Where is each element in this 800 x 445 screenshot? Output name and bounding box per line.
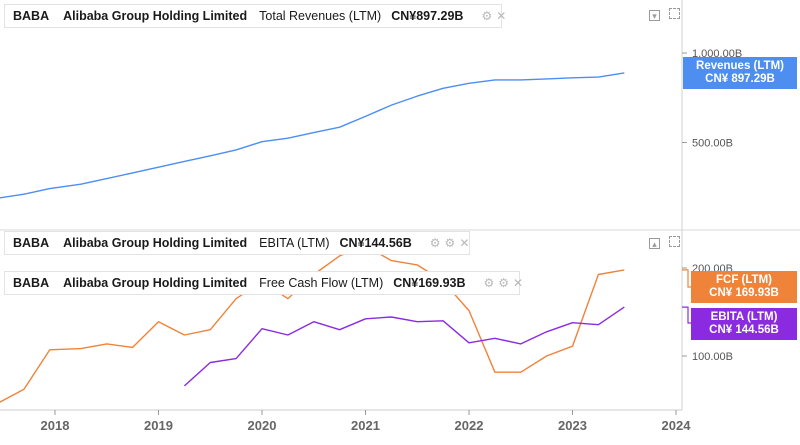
x-tick-label: 2020 (248, 418, 277, 433)
legend-company: Alibaba Group Holding Limited (63, 276, 248, 290)
settings-icon[interactable]: ⚙ (481, 9, 493, 23)
x-tick-label: 2023 (558, 418, 587, 433)
expand-icon[interactable] (669, 236, 681, 247)
legend-ticker: BABA (13, 236, 50, 250)
close-icon[interactable]: ✕ (496, 9, 507, 23)
fcf-legend[interactable]: BABA Alibaba Group Holding Limited Free … (4, 271, 524, 295)
top-panel-controls: ▾ (643, 8, 681, 22)
settings-icon[interactable]: ⚙ (444, 236, 456, 250)
series-line-ebita (183, 306, 625, 387)
legend-value: CN¥144.56B (339, 236, 412, 250)
ebita-tag-title: EBITA (LTM) (710, 311, 778, 323)
settings-icon[interactable]: ⚙ (483, 276, 495, 290)
revenue-tag-value: CN¥ 897.29B (705, 73, 775, 85)
close-icon[interactable]: ✕ (459, 236, 470, 250)
close-icon[interactable]: ✕ (513, 276, 524, 290)
legend-metric: Free Cash Flow (LTM) (259, 276, 384, 290)
download-icon[interactable]: ▾ (649, 10, 660, 21)
ebita-tag-value: CN¥ 144.56B (709, 324, 779, 336)
x-tick-label: 2024 (662, 418, 692, 433)
revenue-value-tag: Revenues (LTM) CN¥ 897.29B (683, 57, 797, 89)
ebita-legend[interactable]: BABA Alibaba Group Holding Limited EBITA… (4, 231, 470, 255)
series-line-fcf (0, 245, 625, 403)
series-line-revenue (0, 72, 625, 199)
x-tick-label: 2021 (351, 418, 380, 433)
expand-icon[interactable] (669, 8, 681, 19)
settings-icon[interactable]: ⚙ (498, 276, 510, 290)
bottom-panel-controls: ▴ (643, 236, 681, 250)
legend-ticker: BABA (13, 9, 50, 23)
fcf-tag-title: FCF (LTM) (716, 274, 772, 286)
legend-value: CN¥897.29B (391, 9, 464, 23)
legend-company: Alibaba Group Holding Limited (63, 236, 248, 250)
x-tick-label: 2018 (41, 418, 70, 433)
legend-ticker: BABA (13, 276, 50, 290)
y-tick-label: 100.00B (692, 351, 733, 363)
fcf-tag-value: CN¥ 169.93B (709, 287, 779, 299)
fcf-connector (682, 269, 691, 288)
legend-metric: EBITA (LTM) (259, 236, 330, 250)
legend-value: CN¥169.93B (393, 276, 466, 290)
ebita-connector (682, 306, 691, 324)
upload-icon[interactable]: ▴ (649, 238, 660, 249)
fcf-value-tag: FCF (LTM) CN¥ 169.93B (691, 271, 797, 303)
ebita-value-tag: EBITA (LTM) CN¥ 144.56B (691, 308, 797, 340)
revenue-legend[interactable]: BABA Alibaba Group Holding Limited Total… (4, 4, 506, 28)
y-tick-label: 500.00B (692, 138, 733, 150)
legend-company: Alibaba Group Holding Limited (63, 9, 248, 23)
revenue-tag-title: Revenues (LTM) (696, 60, 784, 72)
settings-icon[interactable]: ⚙ (429, 236, 441, 250)
x-tick-label: 2022 (455, 418, 484, 433)
legend-metric: Total Revenues (LTM) (259, 9, 382, 23)
x-tick-label: 2019 (144, 418, 173, 433)
